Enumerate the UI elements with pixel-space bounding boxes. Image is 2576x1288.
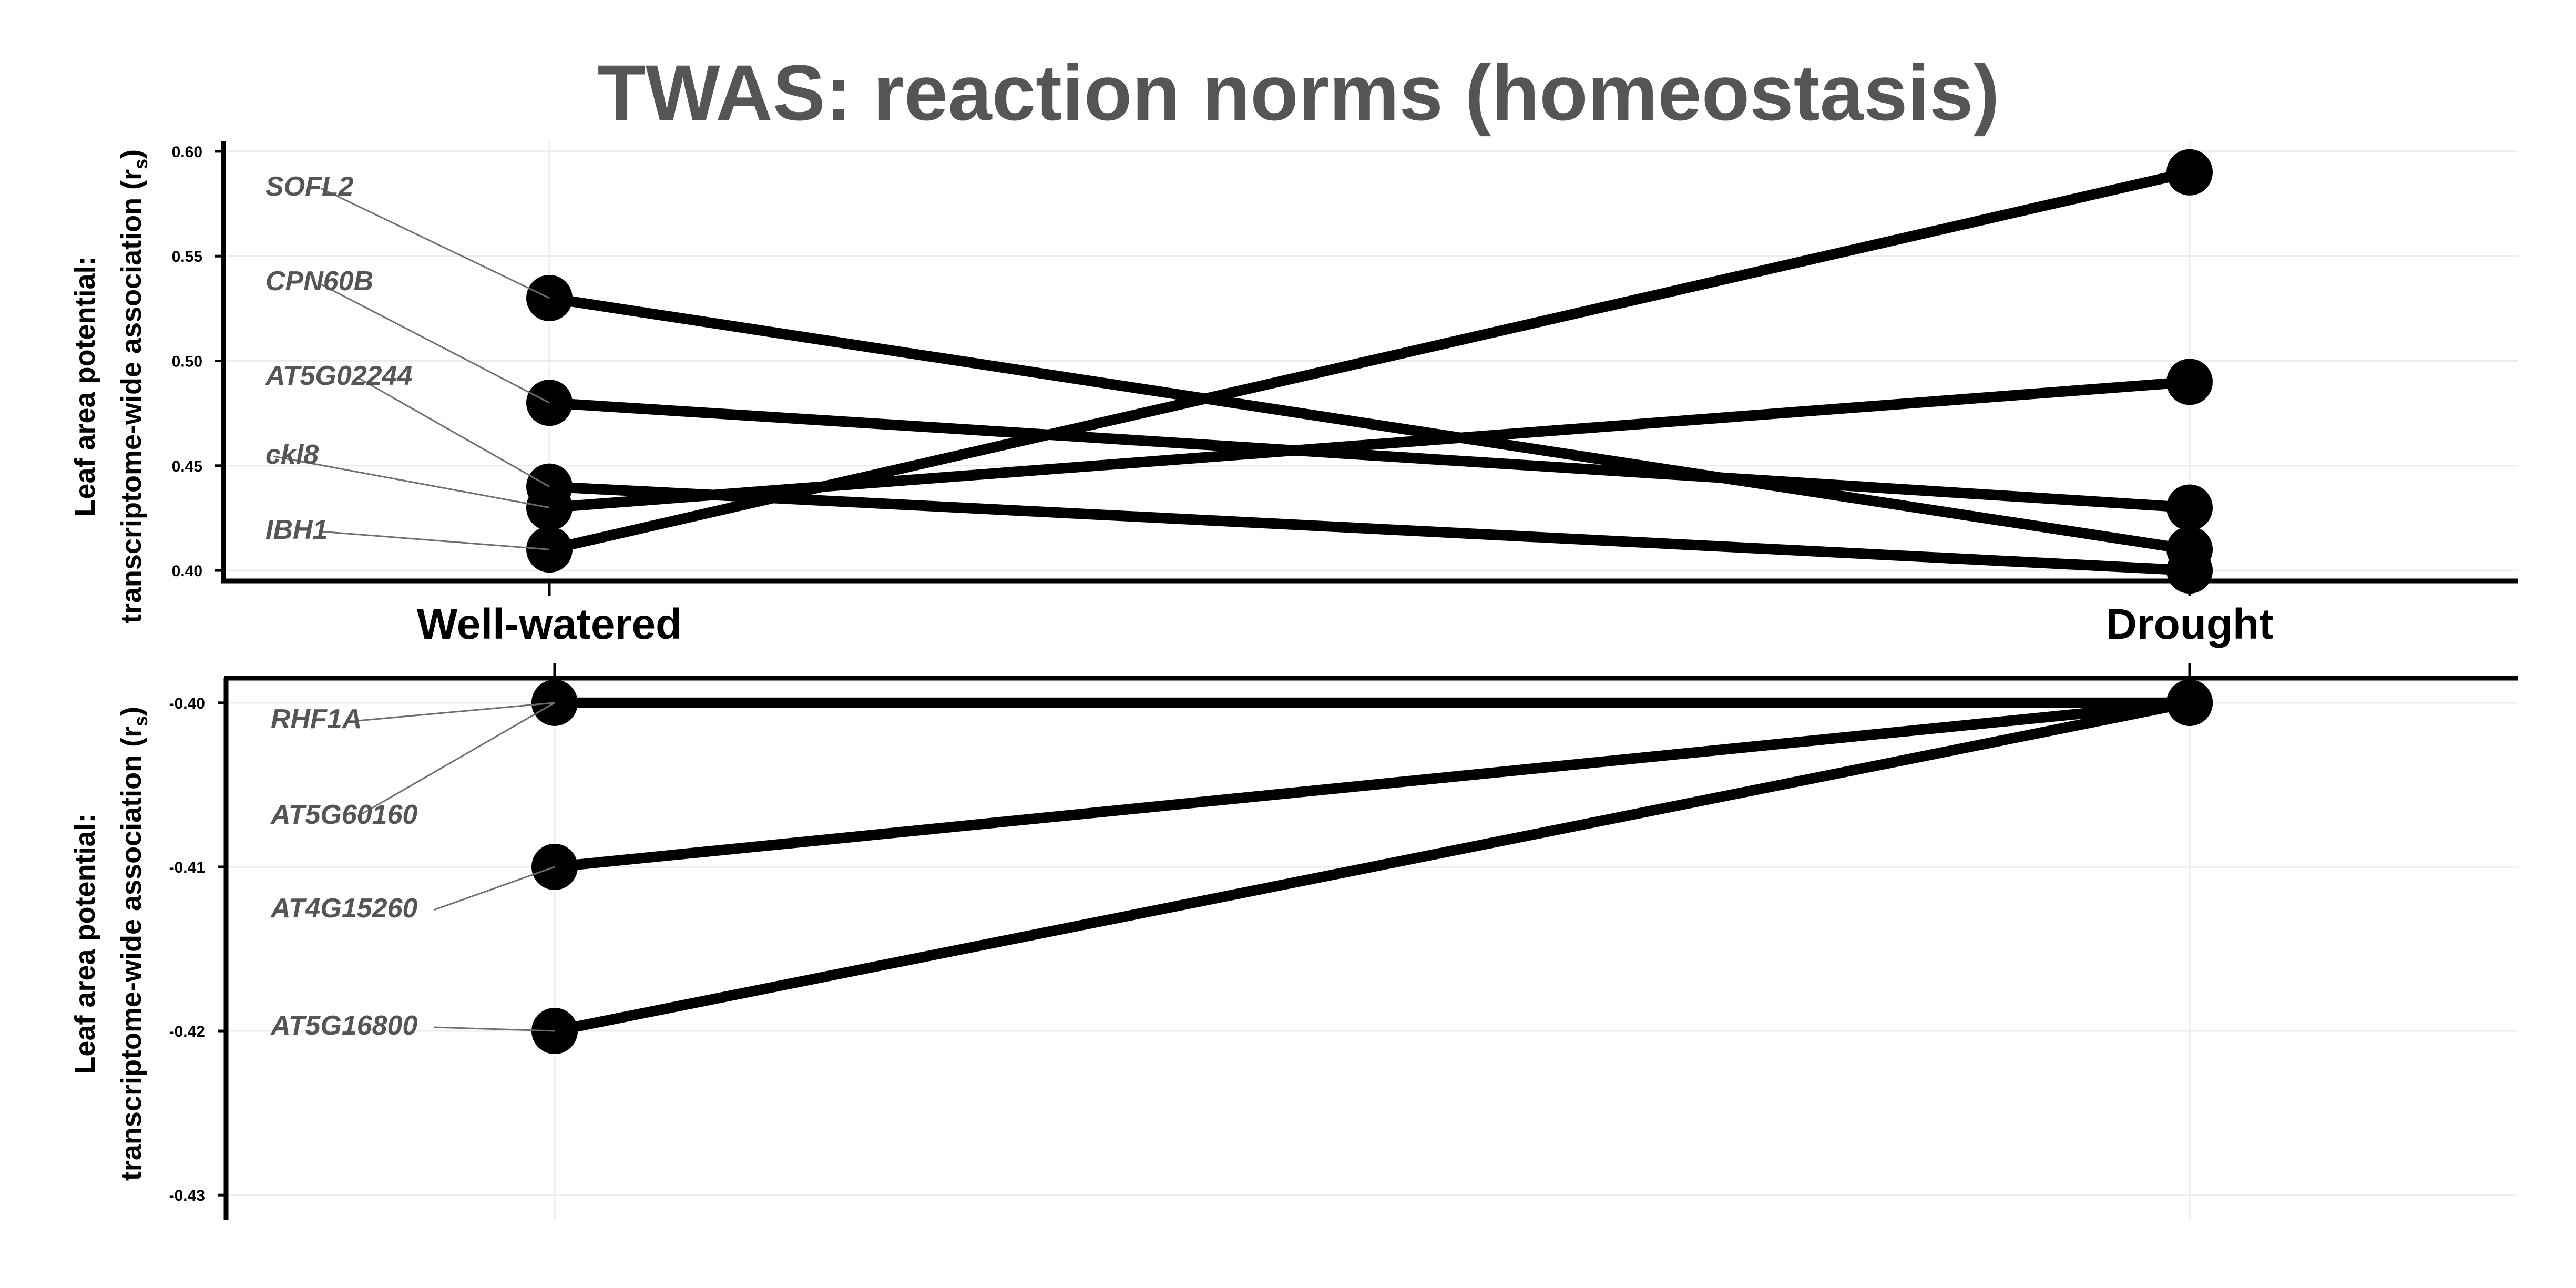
series-line-at5g02244 <box>544 481 2195 576</box>
y-tick-label: 0.55 <box>172 248 202 265</box>
y-axis-title-line1: Leaf area potential: <box>69 256 101 516</box>
data-point-cpn60b-drought <box>2166 484 2213 531</box>
series-label-rhf1a: RHF1A <box>271 704 362 734</box>
label-leader-at5g16800 <box>433 1026 555 1032</box>
y-axis-title-line1: Leaf area potential: <box>69 813 101 1074</box>
series-line-sofl2 <box>544 292 2195 555</box>
series-label-cpn60b: CPN60B <box>265 266 373 297</box>
y-tick-label: -0.43 <box>169 1187 205 1204</box>
label-leader-at4g15260 <box>433 866 555 911</box>
label-leader-cpn60b <box>318 282 550 404</box>
x-category-drought: Drought <box>2106 600 2274 648</box>
y-tick-label: 0.60 <box>172 144 202 161</box>
label-leader-at5g60160 <box>357 702 555 817</box>
series-label-at4g15260: AT4G15260 <box>270 893 418 924</box>
y-tick-label: -0.41 <box>169 859 205 876</box>
chart-title: TWAS: reaction norms (homeostasis) <box>597 48 1999 137</box>
series-line-cpn60b <box>544 397 2195 513</box>
y-tick-label: 0.45 <box>172 458 202 475</box>
series-line-ibh1 <box>544 167 2195 555</box>
data-point-ibh1-drought <box>2166 149 2213 196</box>
series-label-at5g16800: AT5G16800 <box>270 1010 418 1041</box>
series-label-sofl2: SOFL2 <box>265 171 354 202</box>
y-tick-label: 0.50 <box>172 353 202 371</box>
series-line-at5g16800 <box>549 697 2195 1037</box>
y-tick-label: -0.42 <box>169 1023 205 1040</box>
label-leader-ibh1 <box>320 530 550 550</box>
y-tick-label: 0.40 <box>172 563 202 580</box>
series-label-ibh1: IBH1 <box>265 515 328 545</box>
label-leader-at5g02244 <box>357 376 550 487</box>
series-label-at5g60160: AT5G60160 <box>270 800 418 830</box>
data-point-at5g16800-drought <box>2166 679 2213 726</box>
y-tick-label: -0.40 <box>169 695 205 712</box>
panel-top: 0.40 0.45 0.50 0.55 0.60 Well-watered Drought L… <box>69 141 2518 648</box>
label-leader-rhf1a <box>357 702 555 722</box>
y-axis-title-line2: transcriptome-wide association (rs) <box>116 707 151 1181</box>
data-point-at5g02244-drought <box>2166 547 2213 594</box>
panel-bottom: -0.40 -0.41 -0.42 -0.43 Leaf area potential:… <box>69 663 2518 1220</box>
series-label-at5g02244: AT5G02244 <box>264 361 413 391</box>
data-point-ckl8-drought <box>2166 359 2213 405</box>
label-leader-ckl8 <box>273 455 550 508</box>
x-category-well-watered: Well-watered <box>417 600 682 648</box>
y-axis-title-line2: transcriptome-wide association (rs) <box>116 149 151 623</box>
label-leader-sofl2 <box>320 187 550 299</box>
series-line-at4g15260 <box>549 697 2195 872</box>
series-label-ckl8: ckl8 <box>265 439 319 470</box>
